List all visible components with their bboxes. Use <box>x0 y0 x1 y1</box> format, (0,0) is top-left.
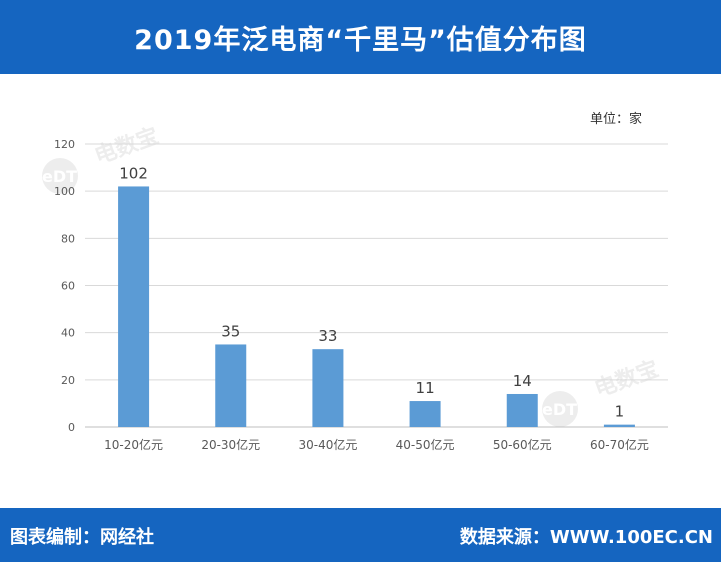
y-axis-ticks: 0 20 40 60 80 100 120 <box>54 138 75 434</box>
x-tick-label: 40-50亿元 <box>396 437 455 452</box>
bars <box>118 186 635 427</box>
data-label: 1 <box>615 403 625 421</box>
watermark-mark: eDT <box>42 167 77 186</box>
watermark-cloud-icon <box>542 391 578 427</box>
watermark-brand: 电数宝 <box>591 356 662 403</box>
x-tick-label: 20-30亿元 <box>201 437 260 452</box>
bar <box>506 393 538 427</box>
watermark-cloud-icon <box>42 158 78 194</box>
y-tick-label: 120 <box>54 138 75 151</box>
x-tick-label: 60-70亿元 <box>590 437 649 452</box>
chart-title: 2019年泛电商“千里马”估值分布图 <box>134 24 587 56</box>
x-tick-label: 10-20亿元 <box>104 437 163 452</box>
y-tick-label: 60 <box>61 280 75 293</box>
data-labels: 102 35 33 11 14 1 <box>119 164 624 420</box>
bar <box>215 344 247 427</box>
bar <box>603 424 635 427</box>
data-label: 33 <box>318 327 337 345</box>
footer-source-editor: 图表编制：网经社 <box>10 527 154 548</box>
x-tick-label: 50-60亿元 <box>493 437 552 452</box>
x-tick-label: 30-40亿元 <box>298 437 357 452</box>
y-tick-label: 40 <box>61 327 75 340</box>
watermark-logo: eDT 电数宝 <box>542 356 662 427</box>
bar <box>118 186 150 427</box>
y-tick-label: 0 <box>68 421 75 434</box>
gridlines <box>85 143 668 428</box>
watermark-mark: eDT <box>542 400 577 419</box>
data-label: 14 <box>513 372 532 390</box>
page-header: 2019年泛电商“千里马”估值分布图 <box>0 0 721 74</box>
watermark-brand: 电数宝 <box>91 123 162 170</box>
data-label: 11 <box>416 379 435 397</box>
watermark-logo: eDT 电数宝 <box>42 123 162 194</box>
y-tick-label: 20 <box>61 374 75 387</box>
y-tick-label: 80 <box>61 232 75 245</box>
bar <box>312 349 344 427</box>
x-axis-ticks: 10-20亿元 20-30亿元 30-40亿元 40-50亿元 50-60亿元 60-70… <box>104 437 649 452</box>
data-label: 35 <box>221 322 240 340</box>
page-footer: 图表编制：网经社 数据来源：WWW.100EC.CN <box>0 508 721 562</box>
y-tick-label: 100 <box>54 185 75 198</box>
footer-data-source: 数据来源：WWW.100EC.CN <box>459 527 713 548</box>
data-label: 102 <box>119 164 148 182</box>
bar <box>409 401 441 427</box>
unit-label: 单位：家 <box>590 112 643 127</box>
